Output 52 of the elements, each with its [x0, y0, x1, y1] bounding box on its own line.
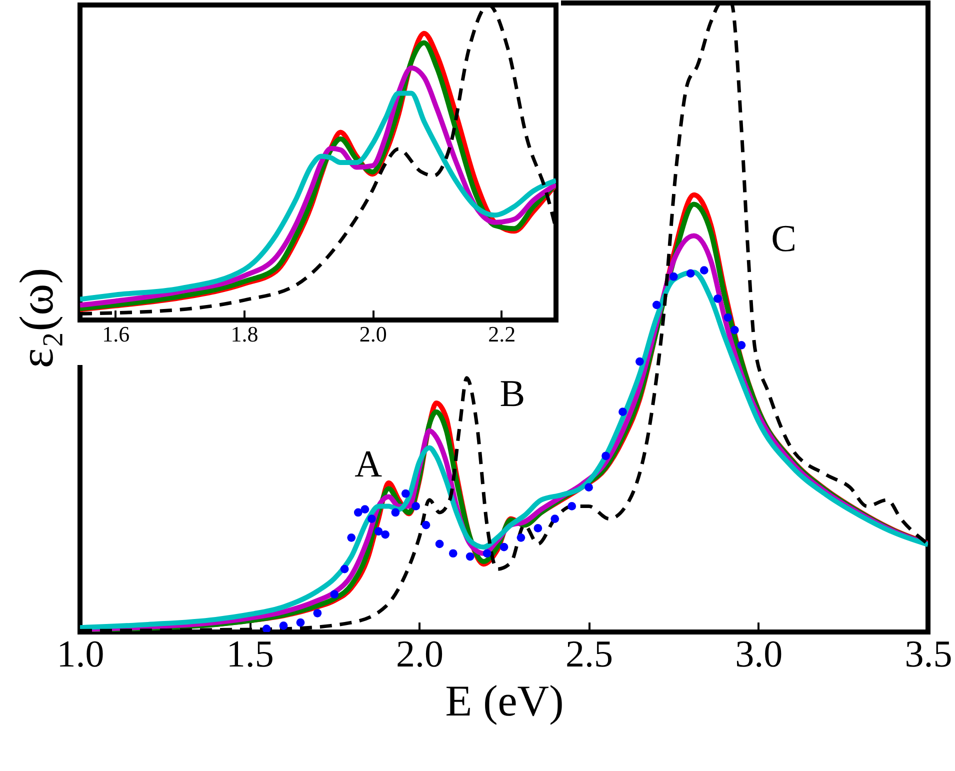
point	[724, 313, 732, 322]
x-tick-label: 3.5	[904, 634, 952, 676]
annotation: B	[500, 372, 526, 415]
point	[714, 294, 722, 303]
point	[448, 549, 458, 558]
point	[262, 624, 271, 632]
point	[374, 527, 383, 536]
x-axis-title: E (eV)	[445, 676, 564, 726]
point	[381, 530, 390, 539]
x-tick-label: 2.0	[359, 322, 387, 346]
point	[330, 590, 339, 598]
point	[435, 540, 444, 548]
point	[730, 326, 739, 334]
point	[686, 269, 695, 278]
point	[584, 483, 593, 492]
point	[669, 272, 678, 281]
point	[568, 502, 576, 510]
x-tick-label: 2.2	[488, 322, 516, 346]
point	[279, 622, 288, 630]
point	[347, 533, 356, 542]
annotation: A	[354, 443, 383, 486]
point	[700, 266, 708, 274]
point	[296, 618, 305, 627]
point	[313, 608, 322, 618]
point	[340, 564, 349, 574]
x-tick-label: 3.0	[735, 634, 783, 676]
point	[482, 549, 492, 558]
point	[466, 552, 474, 561]
x-tick-label: 2.0	[396, 634, 444, 676]
point	[500, 542, 508, 552]
point	[391, 508, 400, 517]
y-axis-title: ε₂(ω)	[10, 268, 64, 368]
annotation: C	[771, 218, 797, 260]
point	[737, 341, 746, 350]
point	[652, 300, 661, 310]
x-tick-label: 1.8	[230, 322, 258, 346]
point	[550, 514, 560, 523]
point	[354, 508, 362, 517]
point	[401, 489, 410, 498]
point	[422, 520, 430, 530]
x-tick-label: 1.6	[102, 322, 130, 346]
point	[635, 357, 644, 366]
point	[618, 408, 627, 416]
x-tick-label: 2.5	[566, 634, 614, 676]
point	[534, 524, 542, 532]
x-tick-label: 1.5	[226, 634, 274, 676]
point	[602, 452, 610, 460]
point	[368, 514, 376, 523]
x-tick-label: 1.0	[56, 634, 104, 676]
point	[412, 502, 420, 510]
point	[516, 533, 526, 542]
point	[360, 505, 370, 514]
